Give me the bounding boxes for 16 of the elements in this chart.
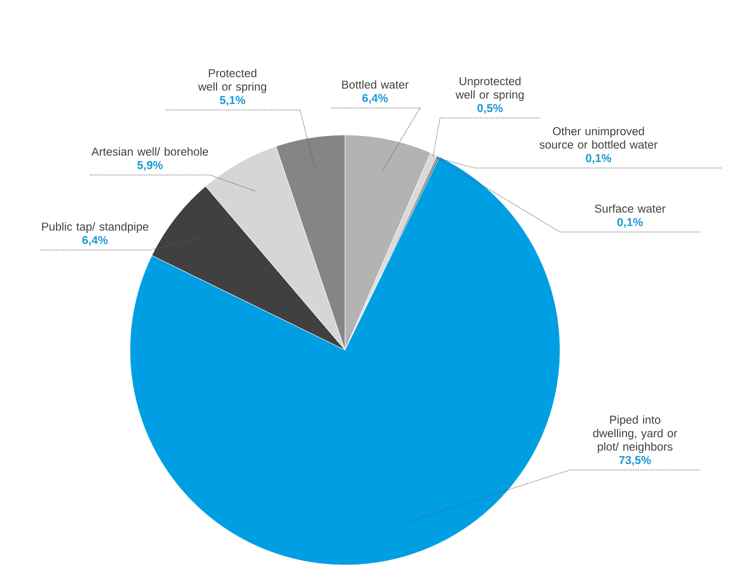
slice-label: Protected well or spring bbox=[198, 68, 266, 93]
slice-label: Unprotected well or spring bbox=[456, 76, 524, 101]
slice-label: Bottled water bbox=[342, 80, 409, 89]
slice-label: Piped into dwelling, yard or plot/ neighbors bbox=[593, 415, 678, 453]
data-label: 5,9% bbox=[137, 161, 163, 171]
slice-label: Surface water bbox=[594, 204, 666, 213]
slice-label: Artesian well/ borehole bbox=[91, 147, 208, 156]
data-label: 0,1% bbox=[617, 218, 643, 228]
data-label: 0,1% bbox=[586, 154, 612, 164]
slice-label: Public tap/ standpipe bbox=[42, 222, 148, 233]
data-label: 6,4% bbox=[362, 94, 388, 104]
slice-label: Other unimproved source or bottled water bbox=[540, 126, 658, 149]
data-label: 6,4% bbox=[82, 236, 108, 246]
data-label: 5,1% bbox=[220, 96, 246, 106]
data-label: 73,5% bbox=[619, 456, 651, 466]
data-label: 0,5% bbox=[477, 104, 503, 114]
